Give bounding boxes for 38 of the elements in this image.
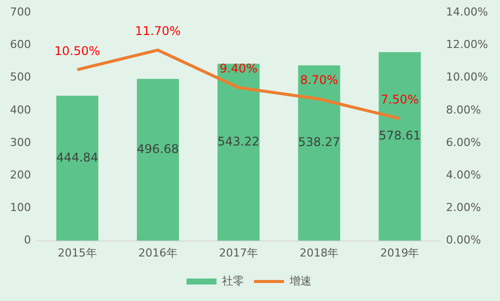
bar bbox=[217, 64, 260, 241]
legend-label: 增速 bbox=[288, 274, 312, 288]
y-tick-label: 0 bbox=[24, 234, 31, 247]
x-tick-label: 2016年 bbox=[138, 246, 178, 260]
data-label: 543.22 bbox=[218, 134, 260, 148]
y2-tick-label: 10.00% bbox=[446, 70, 488, 84]
y2-tick-label: 12.00% bbox=[446, 38, 488, 52]
x-tick-label: 2015年 bbox=[58, 246, 97, 260]
data-label: 7.50% bbox=[380, 92, 419, 107]
legend-label: 社零 bbox=[222, 274, 244, 288]
bar bbox=[56, 96, 98, 241]
data-label: 9.40% bbox=[219, 62, 258, 76]
data-label: 538.27 bbox=[298, 135, 340, 150]
x-tick-label: 2017年 bbox=[219, 246, 258, 260]
y2-tick-label: 6.00% bbox=[446, 136, 482, 149]
y-tick-label: 100 bbox=[10, 201, 31, 214]
data-label: 444.84 bbox=[56, 150, 98, 164]
y2-tick-label: 0.00% bbox=[446, 234, 482, 247]
bar bbox=[298, 65, 340, 241]
y-tick-label: 500 bbox=[10, 70, 31, 84]
y2-tick-label: 2.00% bbox=[446, 201, 482, 214]
data-label: 8.70% bbox=[300, 73, 338, 88]
data-label: 10.50% bbox=[54, 44, 100, 58]
bar bbox=[136, 78, 179, 241]
data-label: 11.70% bbox=[135, 24, 181, 38]
x-tick-label: 2018年 bbox=[300, 246, 339, 260]
y2-tick-label: 4.00% bbox=[446, 168, 482, 182]
x-tick-label: 2019年 bbox=[380, 246, 420, 260]
y2-tick-label: 14.00% bbox=[446, 5, 488, 18]
y-tick-label: 200 bbox=[10, 168, 31, 182]
y-tick-label: 700 bbox=[10, 5, 31, 18]
y-tick-label: 400 bbox=[10, 103, 31, 116]
y2-tick-label: 8.00% bbox=[446, 103, 482, 116]
data-label: 496.68 bbox=[136, 142, 179, 156]
data-label: 578.61 bbox=[378, 128, 421, 143]
y-tick-label: 300 bbox=[10, 136, 31, 149]
y-tick-label: 600 bbox=[10, 38, 31, 52]
bar bbox=[378, 52, 421, 241]
